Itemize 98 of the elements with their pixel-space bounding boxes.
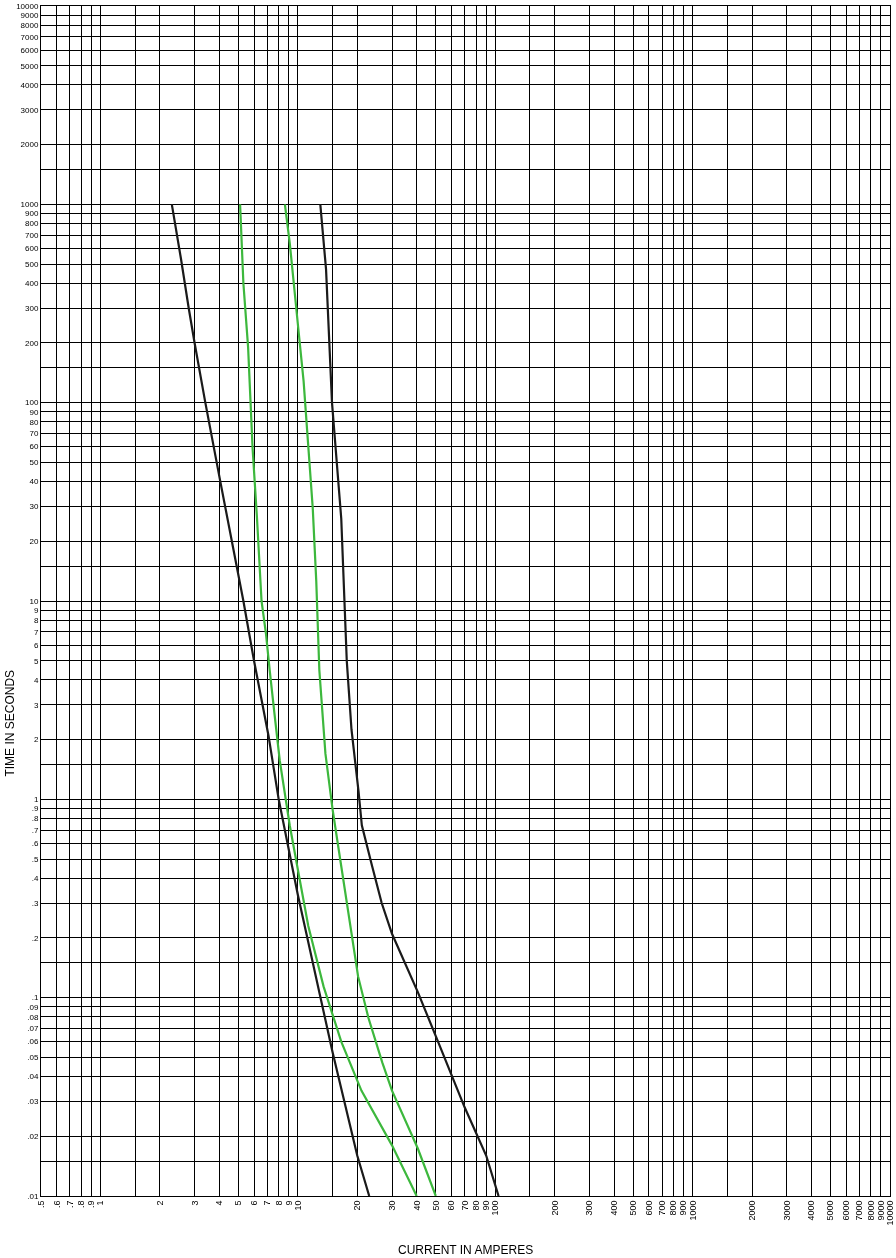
x-axis-title: CURRENT IN AMPERES (398, 1243, 534, 1257)
x-tick-label: 500 (628, 1200, 639, 1216)
y-tick-label: .3 (31, 898, 39, 908)
y-tick-label: 90 (29, 407, 39, 417)
x-tick-label: 10000 (884, 1200, 895, 1226)
y-tick-label: 7 (33, 627, 39, 637)
y-tick-label: .08 (27, 1012, 39, 1022)
x-tick-label: 20 (352, 1200, 363, 1211)
x-tick-label: 300 (584, 1200, 595, 1216)
x-tick-label: .6 (51, 1200, 62, 1209)
y-tick-label: 300 (25, 303, 39, 313)
y-tick-label: 60 (29, 442, 39, 452)
y-tick-label: .04 (27, 1072, 39, 1082)
x-tick-label: 70 (459, 1200, 470, 1211)
x-tick-label: 5 (233, 1200, 244, 1206)
y-tick-label: 4000 (20, 80, 39, 90)
x-tick-label: 200 (549, 1200, 560, 1216)
y-tick-label: 900 (25, 209, 39, 219)
y-tick-label: 5000 (20, 61, 39, 71)
x-tick-label: 30 (386, 1200, 397, 1211)
y-tick-label: 3 (33, 700, 39, 710)
y-tick-label: .01 (27, 1191, 39, 1201)
x-tick-label: 8 (273, 1200, 284, 1206)
x-tick-label: 80 (471, 1200, 481, 1211)
y-tick-label: .4 (31, 874, 39, 884)
x-tick-label: .9 (86, 1200, 97, 1209)
y-tick-label: .1 (31, 993, 39, 1003)
y-tick-label: 3000 (20, 105, 39, 115)
x-tick-label: 2000 (746, 1200, 757, 1221)
y-tick-label: 50 (29, 458, 39, 468)
y-tick-label: .5 (31, 854, 39, 864)
x-tick-label: 600 (643, 1200, 654, 1216)
y-tick-label: 5 (33, 656, 39, 666)
y-tick-label: 40 (29, 477, 39, 487)
x-tick-label: 2 (154, 1200, 165, 1206)
x-tick-label: 50 (430, 1200, 441, 1211)
y-tick-label: 7000 (20, 32, 39, 42)
y-tick-label: 100 (25, 398, 39, 408)
y-tick-label: 4 (33, 675, 39, 685)
y-tick-label: 400 (25, 279, 39, 289)
x-tick-label: 3000 (781, 1200, 792, 1221)
y-tick-label: 20 (29, 537, 39, 547)
y-tick-label: .07 (27, 1024, 39, 1034)
y-tick-label: 6 (33, 640, 39, 650)
y-tick-label: 9 (33, 605, 39, 615)
x-tick-label: 800 (668, 1200, 679, 1216)
y-tick-label: 9000 (20, 10, 39, 20)
x-tick-label: 9000 (875, 1200, 886, 1221)
x-tick-label: 3 (189, 1200, 200, 1206)
x-tick-label: 4000 (806, 1200, 817, 1221)
y-tick-label: 30 (29, 502, 39, 512)
x-tick-label: 6 (248, 1200, 259, 1206)
y-tick-label: 6000 (20, 45, 39, 55)
x-tick-label: 7 (262, 1200, 273, 1206)
y-tick-label: 80 (29, 417, 39, 427)
y-tick-label: .03 (27, 1097, 39, 1107)
y-tick-label: .8 (31, 814, 39, 824)
x-tick-label: 5000 (825, 1200, 836, 1221)
y-tick-label: 1 (33, 795, 39, 805)
x-tick-label: 100 (490, 1200, 501, 1216)
x-tick-label: 400 (608, 1200, 619, 1216)
y-tick-label: .09 (27, 1002, 39, 1012)
y-tick-label: 2 (33, 735, 39, 745)
x-tick-label: 6000 (841, 1200, 852, 1221)
x-tick-label: 700 (656, 1200, 667, 1216)
y-tick-label: 8000 (20, 21, 39, 31)
y-tick-label: .2 (31, 933, 39, 943)
x-tick-label: 9 (283, 1200, 294, 1206)
y-tick-label: 10 (29, 596, 39, 606)
y-tick-label: .06 (27, 1037, 39, 1047)
y-tick-label: .9 (31, 804, 39, 814)
y-tick-label: 600 (25, 244, 39, 254)
x-tick-label: .7 (64, 1200, 75, 1209)
y-tick-label: 200 (25, 338, 39, 348)
y-tick-label: 500 (25, 259, 39, 269)
y-tick-label: .05 (27, 1053, 39, 1063)
x-tick-label: 90 (481, 1200, 492, 1211)
x-tick-label: 10 (292, 1200, 303, 1211)
x-tick-label: 900 (678, 1200, 689, 1216)
y-tick-label: .7 (31, 825, 39, 835)
x-tick-label: 40 (411, 1200, 422, 1211)
y-tick-label: 70 (29, 429, 39, 439)
y-tick-label: 10000 (16, 1, 39, 11)
y-tick-label: 2000 (20, 140, 39, 150)
x-tick-label: 4 (214, 1200, 225, 1206)
x-tick-label: 60 (446, 1200, 457, 1211)
y-tick-label: .02 (27, 1132, 39, 1142)
y-tick-label: 700 (25, 230, 39, 240)
x-tick-label: .8 (76, 1200, 87, 1209)
y-tick-label: .6 (31, 839, 39, 849)
y-tick-label: 1000 (20, 200, 39, 210)
x-tick-label: 1 (95, 1200, 106, 1206)
y-tick-label: 800 (25, 219, 39, 229)
y-tick-label: 8 (33, 616, 39, 626)
x-tick-label: 8000 (865, 1200, 876, 1221)
x-tick-label: 7000 (854, 1200, 865, 1221)
y-axis-title: TIME IN SECONDS (3, 669, 18, 777)
x-tick-label: 1000 (687, 1200, 698, 1221)
